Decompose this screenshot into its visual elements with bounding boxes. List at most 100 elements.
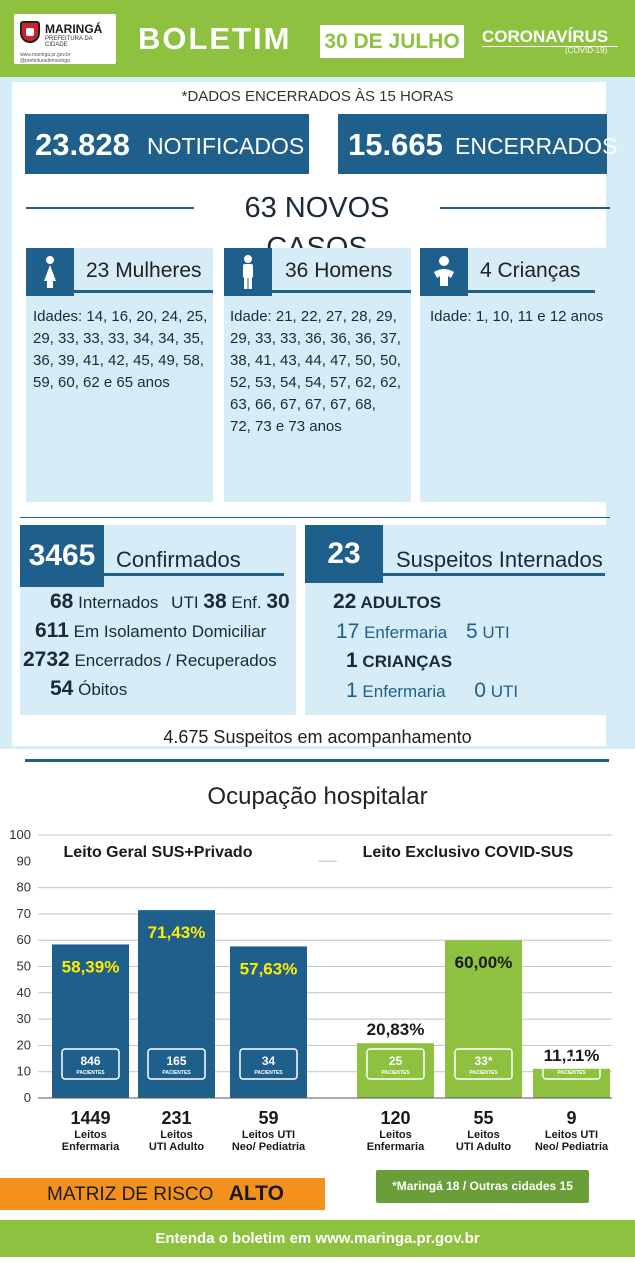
children-detail-row: 1 Enfermaria 0 UTI [346,679,518,703]
ages-line: Idade: 1, 10, 11 e 12 anos [430,308,604,325]
bar-value-label: 20,83% [367,1020,425,1039]
children-row: 1 CRIANÇAS [346,649,452,673]
y-tick-label: 40 [17,985,31,1000]
topic-subtitle: (COVID-19) [565,46,608,55]
woman-icon [26,248,74,296]
logo-social: www.maringa.pr.gov.br @prefeiturademarin… [20,52,71,64]
ages-line: 52, 53, 54, 54, 57, 62, 62, [230,374,401,391]
patients-badge [239,1048,298,1080]
men-ages: Idade: 21, 22, 27, 28, 29, 29, 33, 33, 3… [230,306,401,438]
bed-type-line2: UTI Adulto [456,1141,511,1153]
recovered-number: 2732 [23,648,70,671]
children-underline [468,290,595,293]
suspects-underline [383,573,605,576]
new-cases-title: 63 NOVOS CASOS [194,188,440,264]
y-tick-label: 90 [17,853,31,868]
bulletin-date: 30 DE JULHO [320,25,464,58]
data-cutoff-note: *DADOS ENCERRADOS ÀS 15 HORAS [181,88,454,105]
deaths-row: 54 Óbitos [50,677,127,701]
bulletin-title: BOLETIM [138,21,292,56]
bed-type-line1: Leitos UTI [545,1129,598,1141]
bed-count: 231 [161,1108,191,1128]
group-title-bg [38,838,318,866]
hospitalized-number: 68 [50,590,74,613]
adults-label: ADULTOS [360,593,442,612]
patients-unit: PACIENTES [469,1070,498,1076]
uti-number: 38 [203,590,227,613]
recovered-label: Encerrados / Recuperados [74,651,277,670]
risk-level: ALTO [228,1182,284,1205]
bed-type-line2: Neo/ Pediatria [535,1141,609,1153]
ages-line: 38, 41, 43, 44, 47, 50, 50, [230,352,401,369]
patients-count: 33* [474,1054,492,1068]
women-underline [74,290,213,293]
adults-enf-number: 17 [336,620,360,643]
bar-value-label: 60,00% [455,953,513,972]
children-susp-label: CRIANÇAS [362,652,453,671]
bed-type-line1: Leitos UTI [242,1129,295,1141]
patients-unit: PACIENTES [557,1070,586,1076]
uti-label: UTI [171,593,199,612]
patients-badge [61,1048,120,1080]
enf-label: Enf. [231,593,262,612]
patients-unit: PACIENTES [162,1070,191,1076]
topic-title: CORONAVÍRUS [482,27,609,46]
occupancy-divider [25,759,609,762]
adults-uti-number: 5 [465,620,478,643]
y-tick-label: 70 [17,906,31,921]
recovered-row: 2732 Encerrados / Recuperados [23,648,277,672]
children-label: 4 Crianças [480,259,581,282]
closed-label: ENCERRADOS [455,133,618,159]
women-label: 23 Mulheres [86,259,202,282]
bed-type-line1: Leitos [467,1129,499,1141]
footer-bar: Entenda o boletim em www.maringa.pr.gov.… [0,1220,635,1257]
notified-label: NOTIFICADOS [147,133,305,159]
deaths-label: Óbitos [78,680,128,699]
bed-type-line2: Enfermaria [367,1141,425,1153]
city-crest-icon [20,21,40,43]
group-title: Leito Exclusivo COVID-SUS [363,844,574,861]
men-underline [272,290,411,293]
bed-type-line2: Neo/ Pediatria [232,1141,306,1153]
group-title: Leito Geral SUS+Privado [64,844,253,861]
enf-number: 30 [266,590,290,613]
children-enf-number: 1 [346,679,358,702]
adults-detail-row: 17 Enfermaria 5 UTI [336,620,510,644]
y-tick-label: 60 [17,932,31,947]
group-title-bg [337,838,612,866]
bed-count: 55 [473,1108,493,1128]
bed-count: 9 [566,1108,576,1128]
uti-origin-note: *Maringá 18 / Outras cidades 15 [376,1170,589,1203]
bar [138,910,215,1098]
suspects-number: 23 [305,525,383,583]
isolation-label: Em Isolamento Domiciliar [73,622,267,641]
hospitalized-row: 68 Internados UTI 38 Enf. 30 [50,590,290,614]
isolation-number: 611 [35,619,69,642]
patients-unit: PACIENTES [381,1070,410,1076]
patients-count: 846 [80,1054,100,1068]
patients-badge [366,1048,425,1080]
deaths-number: 54 [50,677,74,700]
ages-line: 63, 66, 67, 67, 67, 68, [230,396,376,413]
bar-value-label: 11,11% [544,1046,600,1065]
isolation-row: 611 Em Isolamento Domiciliar [35,619,266,643]
city-logo: MARINGÁ PREFEITURA DA CIDADE www.maringa… [14,14,116,64]
ages-line: 72, 73 e 73 anos [230,418,342,435]
bed-type-line1: Leitos [160,1129,192,1141]
ages-line: 29, 33, 33, 33, 34, 34, 35, [33,330,204,347]
y-tick-label: 0 [24,1090,31,1105]
confirmed-label: Confirmados [116,547,241,572]
adults-row: 22 ADULTOS [333,590,441,614]
closed-box: 15.665 ENCERRADOS [338,114,617,174]
bar-value-label: 58,39% [62,957,120,976]
adults-number: 22 [333,590,357,613]
confirmed-number: 3465 [20,525,104,587]
ages-line: Idades: 14, 16, 20, 24, 25, [33,308,208,325]
bar [533,1068,610,1098]
bed-count: 59 [258,1108,278,1128]
adults-enf-label: Enfermaria [364,623,448,642]
bed-type-line2: Enfermaria [62,1141,120,1153]
bed-type-line1: Leitos [74,1129,106,1141]
bar-value-label: 71,43% [148,923,206,942]
y-tick-label: 80 [17,880,31,895]
